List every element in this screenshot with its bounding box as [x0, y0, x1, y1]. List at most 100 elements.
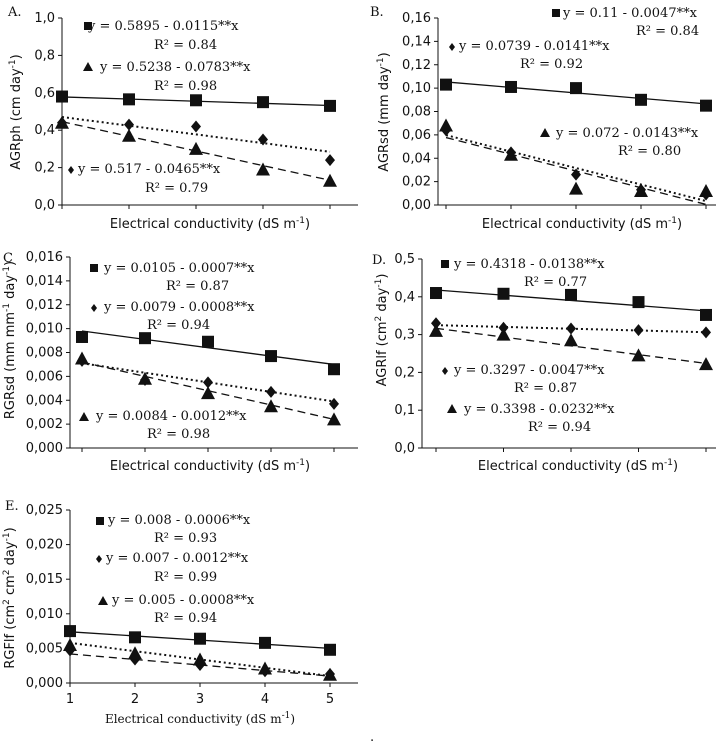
- point-square: [202, 335, 214, 348]
- legend-marker-triangle: [98, 596, 108, 605]
- x-axis-label: Electrical conductivity (dS m-1): [110, 216, 310, 232]
- y-tick-label: 0,4: [394, 290, 415, 305]
- x-axis-label-end: ): [305, 459, 310, 474]
- r-squared: R² = 0.94: [154, 611, 217, 626]
- point-triangle: [122, 128, 136, 142]
- y-axis-label-end2: day: [3, 541, 18, 569]
- y-tick-label: 0,000: [26, 676, 63, 691]
- y-tick-label: 0,06: [402, 128, 431, 143]
- regression-equation: y = 0.517 - 0.0465**x: [77, 162, 221, 177]
- y-tick-label: 0,0: [34, 198, 55, 213]
- y-tick-label: 0,2: [34, 161, 55, 176]
- y-axis-label-sup2: -1: [374, 279, 384, 288]
- legend-marker-triangle: [447, 404, 457, 413]
- y-tick-label: 0,16: [402, 11, 431, 26]
- regression-equation: y = 0.072 - 0.0143**x: [555, 126, 699, 141]
- regression-equation: y = 0.0105 - 0.0007**x: [103, 261, 255, 276]
- y-axis-label-end2: ): [375, 274, 390, 279]
- regression-equation: y = 0.5238 - 0.0783**x: [99, 60, 251, 75]
- panel-1: B. 0,00 0,02 0,04 0,06 0,08 0,10 0,12 0,14 0,16 El…: [370, 5, 716, 232]
- x-tick-label: 1: [66, 692, 74, 707]
- y-axis-label-sup: -1: [376, 57, 386, 66]
- legend-marker-diamond: [96, 555, 102, 563]
- r-squared: R² = 0.98: [154, 79, 217, 94]
- r-squared: R² = 0.94: [528, 420, 591, 435]
- point-square: [194, 632, 206, 645]
- point-square: [565, 288, 577, 301]
- point-square: [700, 99, 712, 112]
- r-squared: R² = 0.84: [154, 38, 217, 53]
- x-axis-label-sup: -1: [282, 711, 291, 721]
- y-tick-label: 0,005: [26, 641, 63, 656]
- y-tick-label: 0,004: [26, 393, 63, 408]
- point-square: [123, 93, 135, 106]
- point-triangle: [323, 667, 337, 681]
- y-tick-label: 0,10: [402, 81, 431, 96]
- y-axis-label: AGRsd (mm day-1): [376, 52, 392, 171]
- x-axis-label-text: Electrical conductivity (dS m: [478, 459, 664, 474]
- r-squared: R² = 0.79: [145, 181, 208, 196]
- y-axis-label-end3: ): [3, 527, 18, 532]
- r-squared: R² = 0.77: [524, 275, 587, 290]
- x-tick-label: 5: [326, 692, 334, 707]
- fit-line-triangle: [81, 361, 335, 420]
- point-square: [635, 93, 647, 106]
- y-axis-label-end: day: [375, 287, 390, 315]
- regression-equation: y = 0.008 - 0.0006**x: [107, 513, 251, 528]
- y-tick-label: 0,0: [394, 441, 415, 456]
- point-square: [497, 287, 510, 300]
- y-tick-label: 1,0: [34, 11, 55, 26]
- point-triangle: [256, 162, 270, 176]
- point-triangle: [631, 348, 646, 362]
- r-squared: R² = 0.84: [636, 24, 699, 39]
- y-tick-label: 0,010: [26, 322, 63, 337]
- regression-equation: y = 0.005 - 0.0008**x: [111, 593, 255, 608]
- point-square: [328, 363, 340, 376]
- x-axis-label-end: ): [305, 217, 310, 232]
- point-triangle: [569, 181, 583, 195]
- point-diamond: [566, 322, 576, 335]
- point-triangle: [75, 351, 89, 365]
- y-tick-label: 0,020: [26, 538, 63, 553]
- point-triangle: [699, 183, 713, 197]
- regression-equation: y = 0.3398 - 0.0232**x: [463, 402, 615, 417]
- point-square: [259, 636, 271, 649]
- y-axis-label-sup: -1: [2, 303, 12, 312]
- point-square: [56, 90, 68, 103]
- y-axis-label-sup: 2: [374, 316, 384, 322]
- point-square: [324, 99, 336, 112]
- y-tick-label: 0,5: [394, 252, 415, 267]
- y-axis-label-sup: 2: [2, 599, 12, 605]
- regression-equation: y = 0.0079 - 0.0008**x: [103, 300, 255, 315]
- panel-label: A.: [7, 5, 22, 20]
- x-axis-label: Electrical conductivity (dS m-1): [105, 711, 295, 726]
- x-axis-label-text: Electrical conductivity (dS m: [110, 459, 296, 474]
- point-square: [257, 96, 269, 109]
- point-square: [430, 287, 442, 300]
- y-tick-label: 0,1: [394, 403, 415, 418]
- regression-equation: y = 0.5895 - 0.0115**x: [87, 19, 239, 34]
- panel-label: C: [3, 251, 13, 266]
- point-triangle: [258, 661, 272, 675]
- y-axis-label: RGRsd (mm mm-1 day-1): [2, 261, 18, 419]
- point-triangle: [634, 183, 648, 197]
- y-axis-label-sup2: 2: [2, 569, 12, 575]
- y-axis-label-text: RGFlf (cm: [3, 605, 18, 669]
- point-diamond: [431, 317, 441, 330]
- legend-marker-triangle: [83, 62, 93, 71]
- point-triangle: [439, 118, 453, 132]
- fit-line-triangle: [445, 136, 707, 206]
- point-diamond: [325, 154, 335, 167]
- point-triangle: [128, 646, 142, 660]
- x-axis-label-sup: -1: [664, 458, 673, 468]
- point-square: [129, 631, 141, 644]
- panel-0: A. 0,0 0,2 0,4 0,6 0,8 1,0 Electrical conductiv…: [7, 5, 358, 232]
- y-axis-label-text: AGRsd (mm day: [377, 66, 392, 172]
- legend-marker-square: [552, 9, 560, 17]
- x-axis-label: Electrical conductivity (dS m-1): [478, 458, 678, 474]
- x-axis-label-text: Electrical conductivity (dS m: [105, 712, 282, 726]
- point-triangle: [138, 371, 152, 385]
- y-tick-label: 0,025: [26, 503, 63, 518]
- y-tick-label: 0,008: [26, 346, 63, 361]
- y-tick-label: 0,6: [34, 86, 55, 101]
